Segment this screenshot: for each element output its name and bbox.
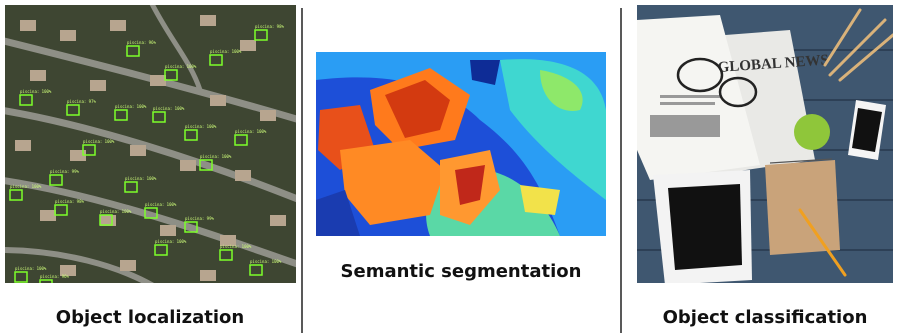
- detection-label: piscina: 100%: [235, 129, 267, 134]
- house: [200, 15, 216, 26]
- caption: Semantic segmentation: [341, 261, 582, 282]
- house: [240, 40, 256, 51]
- caption: Object classification: [663, 307, 868, 328]
- detection-label: piscina: 97%: [67, 99, 96, 104]
- detection-label: piscina: 99%: [50, 169, 79, 174]
- detection-label: piscina: 100%: [83, 139, 115, 144]
- house: [110, 20, 126, 31]
- house: [180, 160, 196, 171]
- detection-label: piscina: 98%: [55, 199, 84, 204]
- detection-label: piscina: 100%: [10, 184, 42, 189]
- house: [30, 70, 46, 81]
- detection-label: piscina: 100%: [185, 124, 217, 129]
- figure: piscina: 96% piscina: 100% piscina: 100% pi…: [0, 0, 898, 333]
- detection-label: piscina: 100%: [200, 154, 232, 159]
- house: [160, 225, 176, 236]
- classification-image: GLOBAL NEWS: [637, 5, 893, 285]
- house: [15, 140, 31, 151]
- segmentation-image: [316, 52, 606, 236]
- house: [20, 20, 36, 31]
- detection-label: piscina: 100%: [20, 89, 52, 94]
- house: [130, 145, 146, 156]
- detection-label: piscina: 100%: [250, 259, 282, 264]
- house: [270, 215, 286, 226]
- house: [200, 270, 216, 281]
- detection-label: piscina: 100%: [165, 64, 197, 69]
- house: [40, 210, 56, 221]
- detection-label: piscina: 100%: [155, 239, 187, 244]
- aerial-image: piscina: 96% piscina: 100% piscina: 100% pi…: [0, 0, 300, 290]
- house: [260, 110, 276, 121]
- detection-label: piscina: 100%: [210, 49, 242, 54]
- house: [90, 80, 106, 91]
- detection-label: piscina: 99%: [185, 216, 214, 221]
- detection-label: piscina: 98%: [255, 24, 284, 29]
- house: [210, 95, 226, 106]
- detection-label: piscina: 100%: [115, 104, 147, 109]
- house: [120, 260, 136, 271]
- detection-label: piscina: 100%: [153, 106, 185, 111]
- detection-label: piscina: 100%: [100, 209, 132, 214]
- house: [60, 30, 76, 41]
- detection-label: piscina: 96%: [127, 40, 156, 45]
- detection-label: piscina: 100%: [125, 176, 157, 181]
- caption: Object localization: [56, 307, 244, 328]
- detection-label: piscina: 100%: [15, 266, 47, 271]
- house: [235, 170, 251, 181]
- detection-label: piscina: 100%: [220, 244, 252, 249]
- detection-label: piscina: 100%: [145, 202, 177, 207]
- detection-label: piscina: 96%: [40, 274, 69, 279]
- house: [150, 75, 166, 86]
